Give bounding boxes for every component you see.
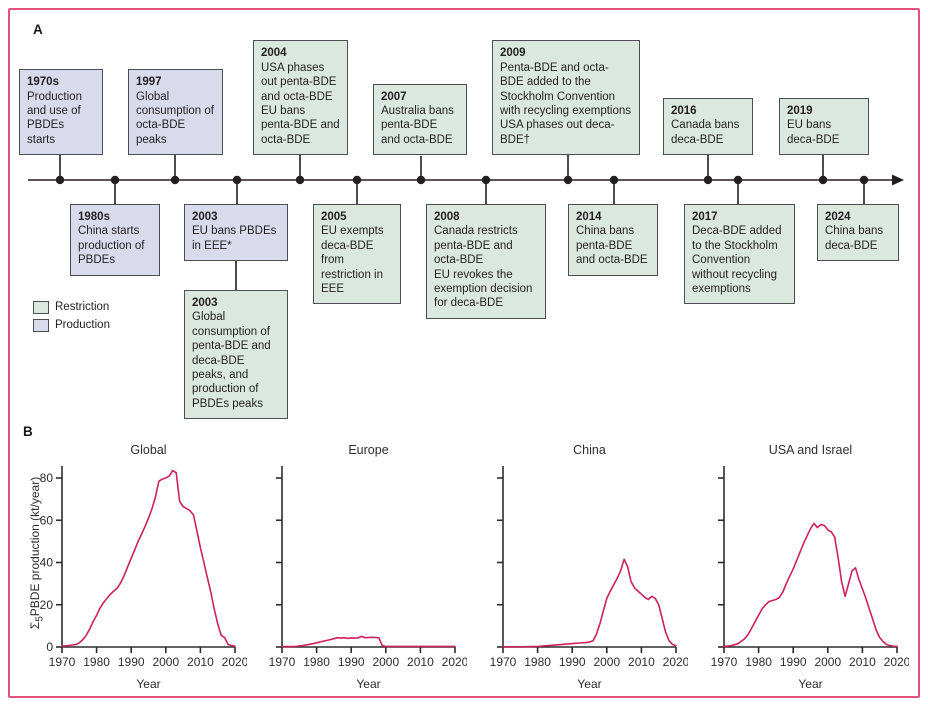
event-year: 2003 [192,297,218,309]
svg-text:2020: 2020 [663,655,688,669]
event-text: Global consumption of penta-BDE and deca… [192,311,271,410]
svg-text:1970: 1970 [490,655,517,669]
timeline-event-2004: 2004 USA phases out penta-BDE and octa-BD… [253,40,348,155]
svg-text:Global: Global [130,443,166,457]
event-year: 2004 [261,47,287,60]
event-text: Australia bans penta-BDE and octa-BDE [381,104,454,146]
svg-text:2000: 2000 [152,655,179,669]
svg-text:2010: 2010 [187,655,214,669]
svg-text:USA and Israel: USA and Israel [769,443,852,457]
svg-text:Year: Year [356,677,380,691]
svg-text:0: 0 [46,640,53,654]
svg-text:1980: 1980 [745,655,772,669]
panel-a-label: A [33,22,43,37]
event-text: EU bans deca-BDE [787,119,840,146]
event-text: Canada bans deca-BDE [671,119,740,146]
legend-label-restriction: Restriction [55,301,110,313]
timeline-event-2014: 2014 China bans penta-BDE and octa-BDE [568,204,658,276]
svg-text:1990: 1990 [780,655,807,669]
event-year: 2007 [381,90,407,103]
svg-text:1980: 1980 [524,655,551,669]
event-text: EU exempts deca-BDE from restriction in … [321,225,384,295]
event-year: 1997 [136,76,162,89]
timeline-event-2019: 2019 EU bans deca-BDE [779,97,869,155]
svg-text:1980: 1980 [303,655,330,669]
event-text: China bans penta-BDE and octa-BDE [576,225,648,267]
timeline-event-2003-consumption-peak: 2003 Global consumption of penta-BDE and … [184,290,288,419]
legend-item-production: Production [33,316,110,334]
chart-global: 0 20 40 60 80 1970 1980 1990 2000 2010 2020 Global Y… [40,443,247,691]
event-year: 2008 [434,211,460,223]
event-year: 2014 [576,211,602,223]
production-swatch [33,318,49,332]
chart-europe: 1970 1980 1990 2000 2010 2020 Europe Year [269,443,467,691]
legend-item-restriction: Restriction [33,298,110,316]
timeline-event-2016: 2016 Canada bans deca-BDE [663,97,753,155]
legend-label-production: Production [55,319,110,331]
timeline-event-2024: 2024 China bans deca-BDE [817,204,899,262]
event-year: 1980s [78,211,110,223]
event-text: Global consumption of octa-BDE peaks [136,90,214,146]
restriction-swatch [33,300,49,314]
svg-text:20: 20 [40,598,54,612]
event-year: 1970s [27,76,59,89]
event-year: 2016 [671,104,697,117]
event-year: 2009 [500,47,526,60]
svg-text:2000: 2000 [372,655,399,669]
timeline-event-2005: 2005 EU exempts deca-BDE from restriction… [313,204,401,305]
timeline-event-2017: 2017 Deca-BDE added to the Stockholm Conv… [684,204,795,305]
svg-text:1990: 1990 [118,655,145,669]
svg-text:2010: 2010 [849,655,876,669]
svg-text:China: China [573,443,606,457]
event-text: Penta-BDE and octa-BDE added to the Stoc… [500,61,632,146]
panel-b-label: B [23,424,33,439]
timeline-axis [28,155,904,290]
svg-text:1990: 1990 [559,655,586,669]
timeline-event-1970s: 1970s Production and use of PBDEs starts [19,69,103,155]
svg-text:Year: Year [136,677,160,691]
svg-text:Year: Year [798,677,822,691]
svg-text:60: 60 [40,513,54,527]
event-text: Canada restricts penta-BDE and octa-BDE … [434,225,533,310]
event-text: China bans deca-BDE [825,225,884,252]
svg-text:2020: 2020 [884,655,909,669]
chart-usa-israel: 1970 1980 1990 2000 2010 2020 USA and Israel Ye… [711,443,909,691]
event-text: EU bans PBDEs in EEE* [192,225,277,252]
svg-text:1970: 1970 [269,655,296,669]
svg-text:2010: 2010 [628,655,655,669]
event-text: Production and use of PBDEs starts [27,90,82,146]
event-text: Deca-BDE added to the Stockholm Conventi… [692,225,782,295]
svg-text:1980: 1980 [83,655,110,669]
svg-text:2020: 2020 [442,655,467,669]
event-year: 2019 [787,104,813,117]
event-text: China starts production of PBDEs [78,225,145,267]
svg-text:2000: 2000 [814,655,841,669]
timeline-event-2008: 2008 Canada restricts penta-BDE and octa-… [426,204,546,319]
chart-china: 1970 1980 1990 2000 2010 2020 China Year [490,443,688,691]
svg-text:80: 80 [40,471,54,485]
svg-text:2010: 2010 [407,655,434,669]
svg-text:2020: 2020 [222,655,247,669]
timeline-event-2003-eu-eee-ban: 2003 EU bans PBDEs in EEE* [184,204,288,262]
svg-text:Year: Year [577,677,601,691]
event-year: 2017 [692,211,718,223]
event-year: 2003 [192,211,218,223]
timeline-event-2007: 2007 Australia bans penta-BDE and octa-BD… [373,83,467,155]
timeline-event-1997: 1997 Global consumption of octa-BDE peaks [128,69,223,155]
timeline-event-2009: 2009 Penta-BDE and octa-BDE added to the … [492,40,640,155]
event-year: 2024 [825,211,851,223]
svg-text:1990: 1990 [338,655,365,669]
svg-text:40: 40 [40,556,54,570]
event-text: USA phases out penta-BDE and octa-BDE EU… [261,61,340,146]
svg-text:Europe: Europe [348,443,388,457]
legend: Restriction Production [33,298,110,334]
event-year: 2005 [321,211,347,223]
svg-text:1970: 1970 [49,655,76,669]
svg-text:2000: 2000 [593,655,620,669]
svg-text:1970: 1970 [711,655,738,669]
timeline-event-1980s: 1980s China starts production of PBDEs [70,204,160,276]
